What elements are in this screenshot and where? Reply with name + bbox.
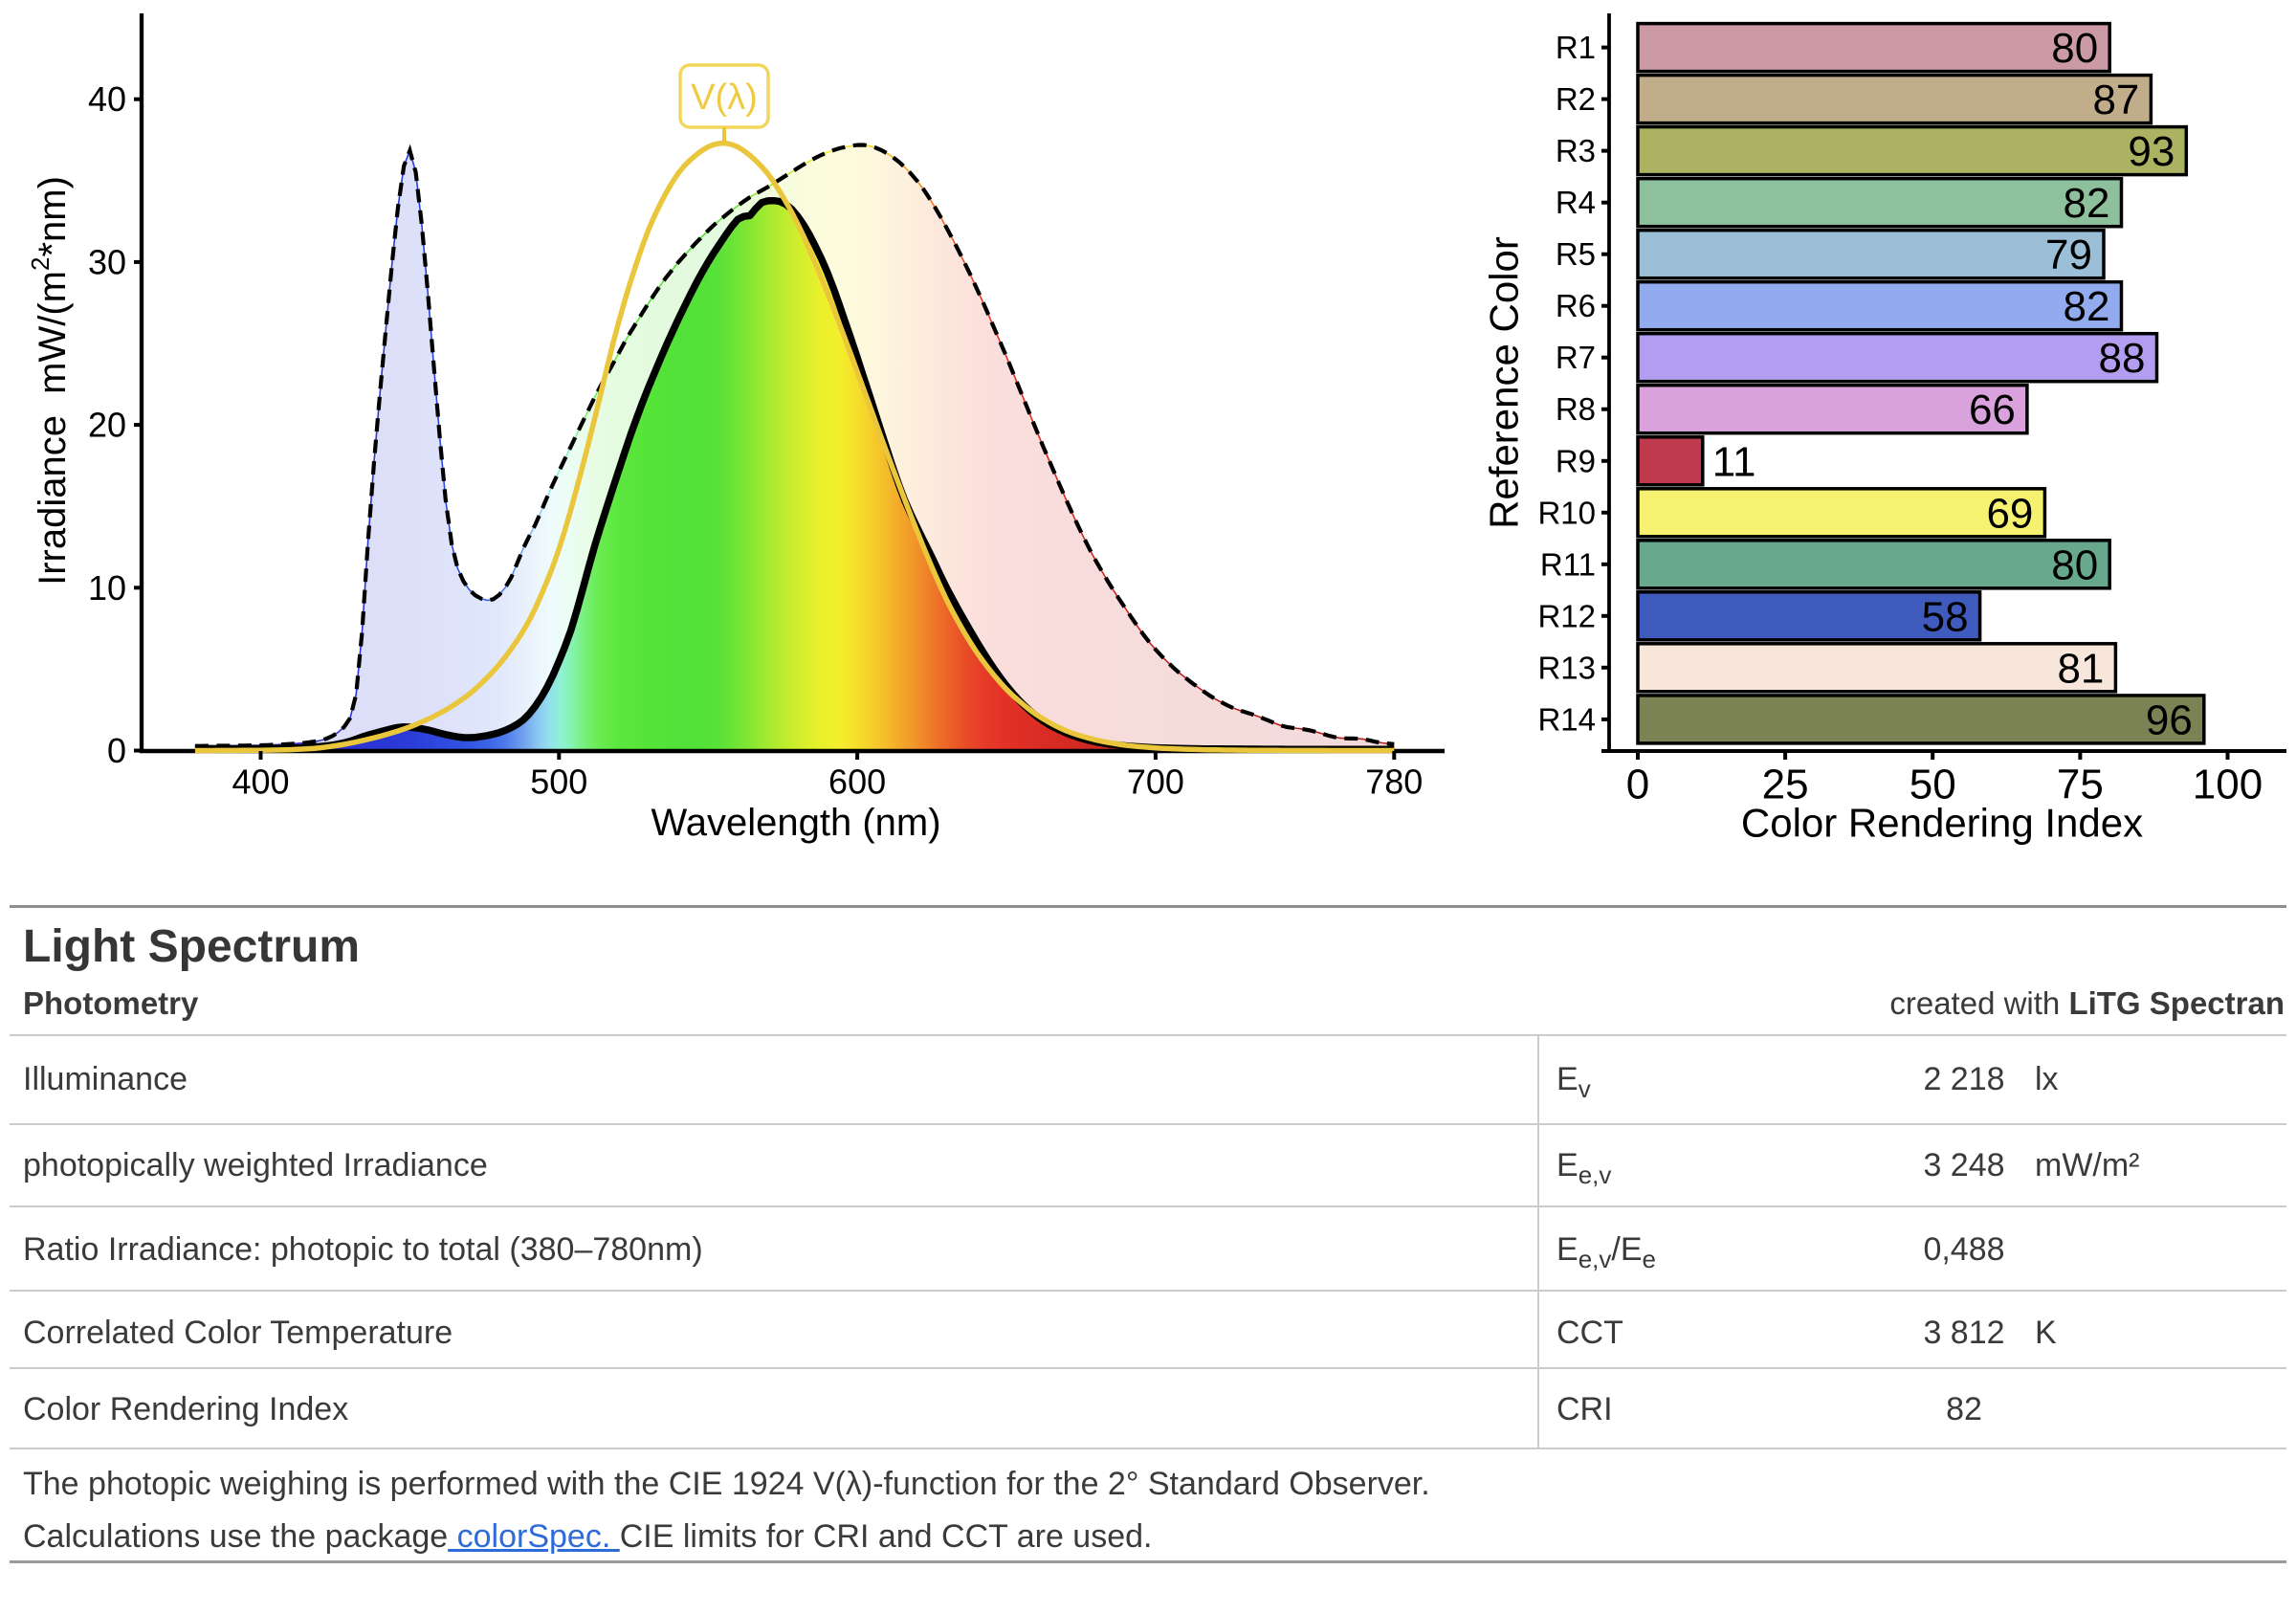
svg-text:96: 96: [2146, 696, 2193, 743]
svg-text:0: 0: [107, 731, 126, 770]
svg-text:R11: R11: [1540, 546, 1596, 582]
svg-text:Color Rendering Index: Color Rendering Index: [1741, 801, 2143, 846]
svg-text:58: 58: [1922, 593, 1969, 640]
svg-text:780: 780: [1365, 763, 1423, 802]
svg-text:40: 40: [88, 79, 126, 119]
svg-text:82: 82: [2064, 283, 2110, 330]
svg-text:80: 80: [2051, 25, 2098, 72]
svg-text:700: 700: [1127, 763, 1184, 802]
svg-text:50: 50: [1910, 762, 1956, 808]
svg-text:R2: R2: [1556, 81, 1596, 117]
svg-text:82: 82: [2064, 180, 2110, 227]
svg-text:500: 500: [530, 763, 587, 802]
svg-text:69: 69: [1986, 490, 2033, 537]
svg-text:V(λ): V(λ): [691, 77, 758, 118]
svg-text:0: 0: [1626, 762, 1649, 808]
svg-text:11: 11: [1712, 438, 1756, 485]
svg-text:R8: R8: [1556, 391, 1596, 427]
svg-text:25: 25: [1762, 762, 1809, 808]
svg-text:100: 100: [2193, 762, 2263, 808]
svg-text:R13: R13: [1537, 650, 1596, 685]
svg-text:R6: R6: [1556, 288, 1596, 323]
svg-text:R10: R10: [1537, 495, 1596, 530]
svg-text:R9: R9: [1556, 443, 1596, 478]
svg-text:20: 20: [88, 406, 126, 445]
svg-text:R5: R5: [1556, 236, 1596, 272]
svg-text:R12: R12: [1537, 598, 1596, 633]
svg-text:R3: R3: [1556, 133, 1596, 168]
svg-text:66: 66: [1969, 387, 2016, 433]
svg-text:R7: R7: [1556, 340, 1596, 375]
svg-text:R1: R1: [1556, 30, 1596, 65]
svg-text:R4: R4: [1556, 185, 1596, 220]
svg-text:Wavelength (nm): Wavelength (nm): [651, 802, 940, 844]
svg-text:81: 81: [2057, 645, 2104, 692]
svg-text:87: 87: [2092, 77, 2139, 123]
svg-text:R14: R14: [1537, 701, 1596, 737]
svg-text:600: 600: [828, 763, 886, 802]
svg-text:75: 75: [2057, 762, 2104, 808]
svg-text:Irradiance mW/(m2*nm): Irradiance mW/(m2*nm): [26, 176, 74, 586]
svg-text:Reference Color: Reference Color: [1482, 236, 1527, 529]
svg-text:88: 88: [2099, 335, 2146, 382]
svg-text:400: 400: [232, 763, 289, 802]
svg-text:10: 10: [88, 568, 126, 608]
svg-text:80: 80: [2051, 542, 2098, 588]
svg-text:79: 79: [2045, 232, 2092, 278]
svg-text:93: 93: [2128, 128, 2175, 175]
svg-text:30: 30: [88, 242, 126, 281]
